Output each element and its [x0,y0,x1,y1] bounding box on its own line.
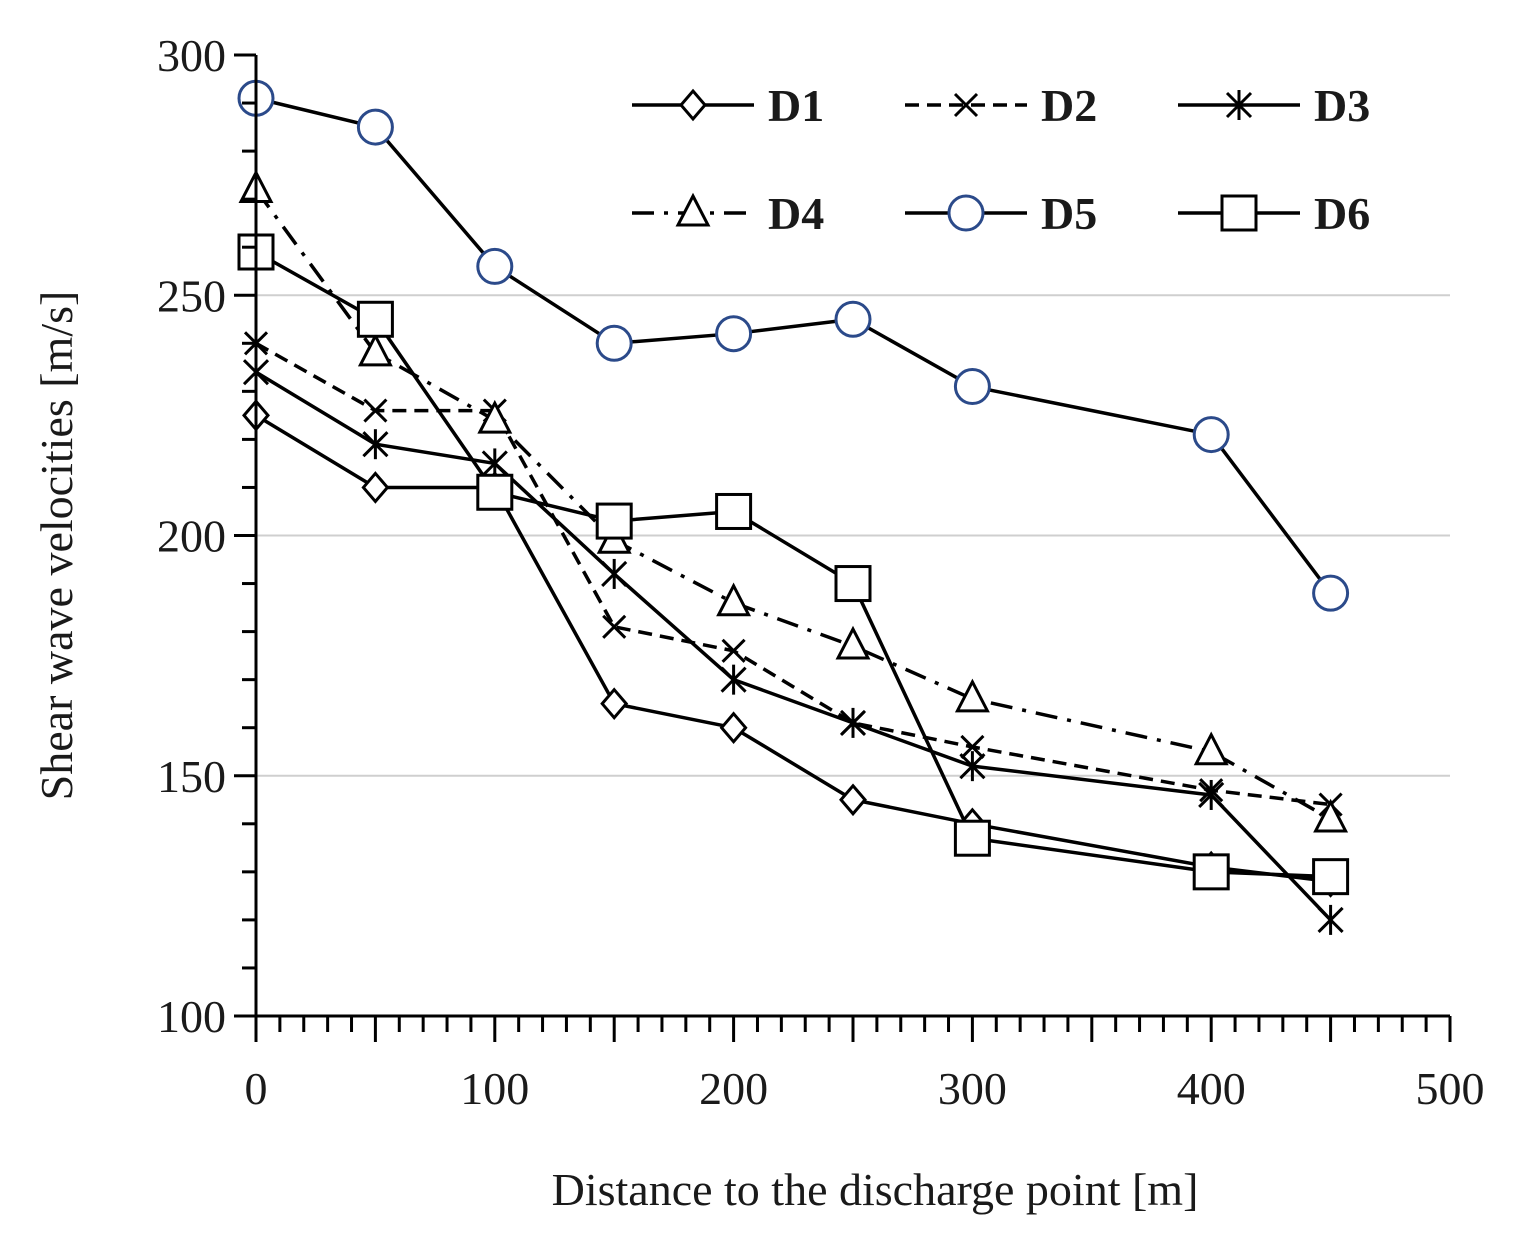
legend-marker-d6 [1220,194,1258,232]
point-d3 [959,751,986,782]
point-d1 [361,471,390,504]
series-line-d1 [255,413,1331,884]
series-line-d3 [255,370,1332,922]
legend-label-d5: D5 [1041,188,1097,239]
legend-marker-d1 [679,88,707,122]
x-tick-label: 100 [460,1063,529,1114]
point-d5 [715,315,753,353]
point-d3 [1198,779,1225,810]
point-d6 [715,492,753,530]
point-d5 [1192,416,1230,454]
legend-label-d1: D1 [768,80,824,131]
point-d4 [954,678,990,713]
point-d3 [720,664,747,695]
point-d3 [839,707,867,738]
point-d4 [716,582,752,617]
point-d3 [601,558,628,589]
gridlines [256,294,1450,777]
point-d6 [953,819,991,857]
point-d4 [835,625,871,660]
y-axis-title: Shear wave velocities [m/s] [31,291,82,801]
y-tick-label: 300 [157,30,226,81]
point-d6 [595,502,633,540]
point-d6 [1312,858,1350,896]
point-d6 [356,300,394,338]
point-d4 [357,332,393,367]
point-d2 [602,614,627,639]
legend: D1 D2 D3 D4 D5 D6 [632,80,1370,239]
point-d1 [839,783,867,817]
x-tick-label: 200 [699,1063,768,1114]
series-line-d2 [255,341,1331,807]
point-d5 [1312,574,1350,612]
point-d6 [1192,853,1230,891]
point-d4 [1193,731,1229,766]
axes: 0 100 200 300 400 500 100 150 200 250 300 [157,30,1485,1114]
point-d5 [356,108,394,146]
legend-marker-d5 [947,194,985,232]
legend-marker-d4 [675,192,711,227]
y-tick-label: 100 [157,991,226,1042]
x-axis-ticks: 0 100 200 300 400 500 [245,1016,1485,1114]
series-markers [237,79,1350,935]
point-d6 [476,473,514,511]
series-line-d5 [255,96,1332,595]
x-tick-label: 400 [1177,1063,1246,1114]
legend-label-d6: D6 [1314,188,1370,239]
point-d3 [362,429,389,460]
legend-marker-d2 [953,92,979,118]
point-d2 [721,638,746,663]
point-d4 [477,399,513,434]
point-d1 [719,711,748,745]
legend-label-d4: D4 [768,188,824,239]
point-d3 [481,448,508,479]
point-d2 [960,734,985,759]
point-d3 [1317,904,1344,935]
point-d2 [363,398,388,423]
point-d5 [476,247,514,285]
x-axis-title: Distance to the discharge point [m] [552,1164,1199,1215]
x-tick-label: 500 [1416,1063,1485,1114]
x-tick-label: 0 [245,1063,268,1114]
point-d1 [600,687,629,720]
point-d5 [595,324,633,362]
point-d6 [834,565,872,603]
y-tick-label: 250 [157,270,226,321]
y-tick-label: 150 [157,751,226,802]
series-line-d4 [254,188,1332,821]
legend-marker-d3 [1225,90,1253,120]
y-axis-ticks: 100 150 200 250 300 [157,30,256,1042]
point-d4 [1313,798,1349,833]
legend-label-d2: D2 [1041,80,1097,131]
point-d5 [834,300,872,338]
point-d5 [953,368,991,406]
y-tick-label: 200 [157,511,226,562]
x-tick-label: 300 [938,1063,1007,1114]
legend-label-d3: D3 [1314,80,1370,131]
